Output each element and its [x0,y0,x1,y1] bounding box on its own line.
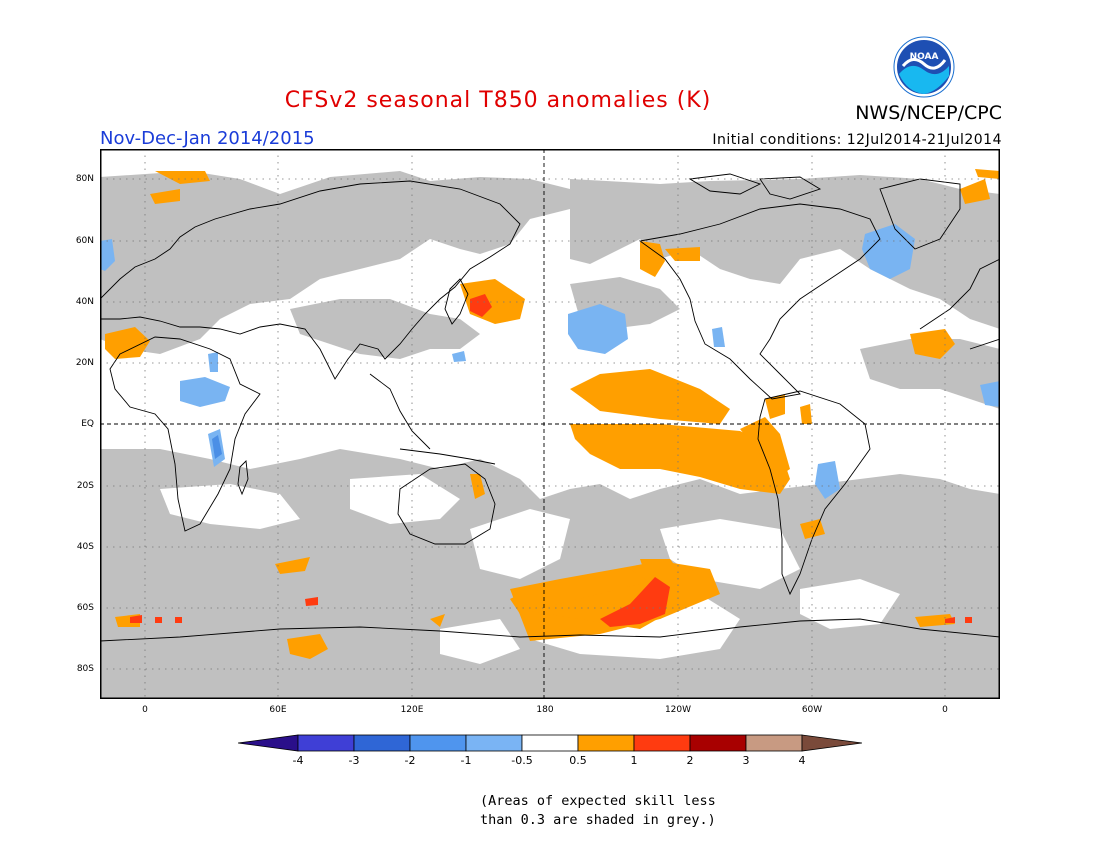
lat-label: 40S [76,542,94,552]
colorbar-label: -2 [404,754,416,767]
lon-label: 120W [664,705,692,715]
lat-label: 80S [76,664,94,674]
cool-anomaly-1-2 [212,435,222,459]
lat-label: 80N [75,174,94,184]
colorbar-arrow-high [801,734,862,752]
anomaly-map [100,149,1000,699]
equator-dateline [100,149,1000,699]
colorbar-bin [297,734,355,752]
colorbar-label: -1 [460,754,472,767]
lon-label: 60E [269,705,287,715]
lat-label: 20S [76,481,94,491]
colorbar-label: 0.5 [569,754,587,767]
lon-label: 60W [801,705,823,715]
colorbar-label: 2 [686,754,694,767]
colorbar [238,734,862,752]
logo-text: NOAA [910,52,939,62]
colorbar-bin [745,734,803,752]
colorbar-bin [577,734,635,752]
colorbar-label: 4 [798,754,806,767]
map-title: CFSv2 seasonal T850 anomalies (K) [284,88,712,113]
lon-label: 0 [142,705,148,715]
colorbar-bin [409,734,467,752]
colorbar-label: -4 [292,754,304,767]
colorbar-label: -0.5 [511,754,533,767]
colorbar-bin [689,734,747,752]
colorbar-bin [465,734,523,752]
coastlines [100,173,1000,642]
lat-label: 20N [75,358,94,368]
colorbar-label: -3 [348,754,360,767]
noaa-logo: NOAA [893,36,955,98]
colorbar-label: 1 [630,754,638,767]
graticule [100,149,1000,699]
low-skill-shading [100,171,1000,699]
lon-label: 120E [400,705,424,715]
colorbar-bin [353,734,411,752]
map-frame [100,149,1000,699]
colorbar-arrow-low [238,734,299,752]
cool-anomaly-0.5-1 [100,224,1000,499]
colorbar-label: 3 [742,754,750,767]
organization-label: NWS/NCEP/CPC [855,102,1002,124]
lon-label: 180 [536,705,554,715]
warm-anomaly-1-2 [130,294,972,627]
lat-label: 40N [75,297,94,307]
lat-label: 60S [76,603,94,613]
colorbar-bin [521,734,579,752]
lon-label: 0 [942,705,948,715]
skill-note-line2: than 0.3 are shaded in grey.) [480,812,716,828]
initial-conditions: Initial conditions: 12Jul2014-21Jul2014 [712,132,1002,148]
lat-label: EQ [81,419,94,429]
colorbar-bin [633,734,691,752]
forecast-period: Nov-Dec-Jan 2014/2015 [100,128,315,149]
lat-label: 60N [75,236,94,246]
skill-note-line1: (Areas of expected skill less [480,793,716,809]
